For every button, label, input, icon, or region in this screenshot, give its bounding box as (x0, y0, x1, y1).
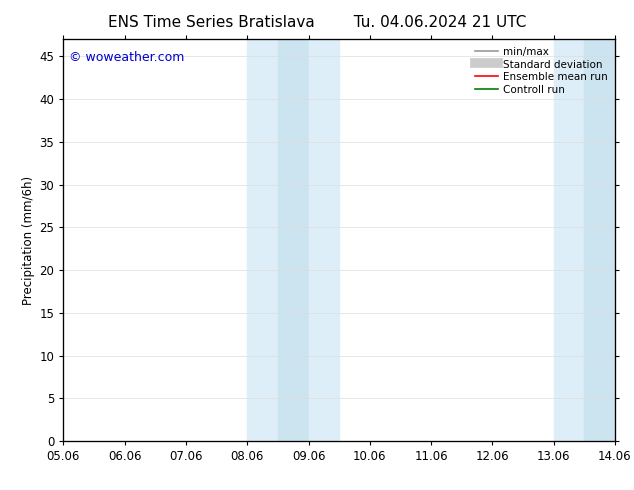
Bar (585, 39, 615, 441)
Bar (278, 39, 309, 441)
Text: © woweather.com: © woweather.com (69, 51, 184, 64)
Bar (553, 39, 585, 441)
Text: ENS Time Series Bratislava        Tu. 04.06.2024 21 UTC: ENS Time Series Bratislava Tu. 04.06.202… (108, 15, 526, 30)
Bar (247, 39, 278, 441)
Legend: min/max, Standard deviation, Ensemble mean run, Controll run: min/max, Standard deviation, Ensemble me… (473, 45, 610, 98)
Bar (309, 39, 339, 441)
Y-axis label: Precipitation (mm/6h): Precipitation (mm/6h) (22, 175, 36, 305)
